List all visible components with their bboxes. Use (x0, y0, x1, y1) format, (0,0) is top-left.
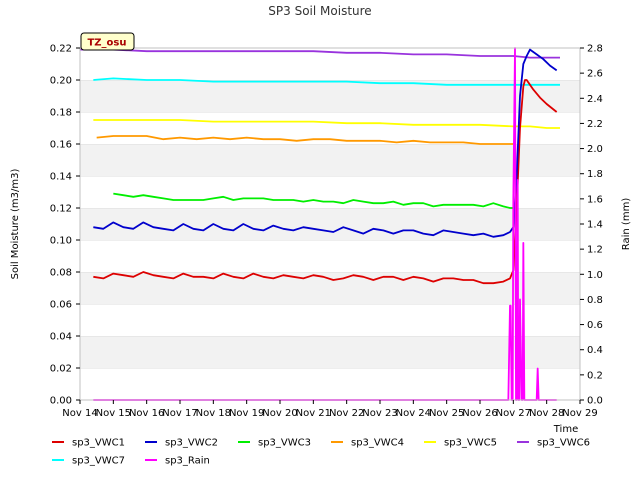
badge-text: TZ_osu (87, 38, 126, 49)
x-tick-label: Nov 27 (496, 408, 531, 419)
y-axis-right: 0.0 0.2 0.4 0.6 0.8 1.0 1.2 1.4 1.6 1.8 2.0 2.2 2.4 2… (580, 44, 603, 407)
y-tick-label: 0.04 (50, 332, 72, 343)
x-tick-label: Nov 18 (196, 408, 231, 419)
x-tick-label: Nov 19 (229, 408, 264, 419)
y-tick-label: 0.18 (50, 108, 72, 119)
legend-label: sp3_VWC1 (72, 438, 125, 449)
y-axis-left: 0.00 0.02 0.04 0.06 0.08 0.10 0.12 0.14 0.16 0.18… (50, 44, 80, 407)
y2-tick-label: 1.4 (587, 220, 603, 231)
y-tick-label: 0.02 (50, 364, 72, 375)
legend: sp3_VWC1 sp3_VWC2 sp3_VWC3 sp3_VWC4 sp3_VWC5… (52, 438, 590, 467)
y2-tick-label: 2.4 (587, 94, 603, 105)
y-tick-label: 0.10 (50, 236, 72, 247)
y2-tick-label: 1.6 (587, 194, 603, 205)
y2-tick-label: 1.0 (587, 270, 603, 281)
y2-tick-label: 0.0 (587, 396, 603, 407)
grid-bands (80, 47, 580, 400)
grid-band (80, 272, 580, 304)
y2-tick-label: 0.2 (587, 370, 603, 381)
station-badge: TZ_osu (80, 32, 135, 51)
series-line-sp3_vwc2 (93, 48, 558, 238)
grid-band (80, 304, 580, 336)
grid-band (80, 336, 580, 368)
grid-band (80, 144, 580, 176)
legend-label: sp3_VWC6 (537, 438, 590, 449)
badge-box (80, 32, 135, 51)
series-line-sp3_vwc6 (80, 48, 560, 59)
grid-band (80, 48, 580, 80)
y-tick-label: 0.08 (50, 268, 72, 279)
x-tick-label: Nov 23 (362, 408, 397, 419)
y-axis-label: Soil Moisture (m3/m3) (10, 169, 21, 280)
legend-label: sp3_VWC4 (351, 438, 404, 449)
y2-tick-label: 1.8 (587, 169, 603, 180)
x-tick-label: Nov 20 (262, 408, 297, 419)
x-tick-label: Nov 16 (129, 408, 164, 419)
y-tick-label: 0.00 (50, 396, 72, 407)
grid-band (80, 240, 580, 272)
y2-tick-label: 2.6 (587, 69, 603, 80)
y-tick-label: 0.14 (50, 172, 72, 183)
x-tick-label: Nov 22 (329, 408, 364, 419)
y2-tick-label: 0.6 (587, 320, 603, 331)
y2-tick-label: 1.2 (587, 245, 603, 256)
x-tick-label: Nov 15 (96, 408, 131, 419)
legend-label: sp3_VWC5 (444, 438, 497, 449)
x-tick-label: Nov 21 (296, 408, 331, 419)
x-axis-label: Time (553, 424, 578, 435)
grid-band (80, 208, 580, 240)
series-line-sp3_vwc3 (113, 192, 515, 209)
series-line-sp3_vwc7 (93, 77, 560, 86)
y2-tick-label: 0.8 (587, 295, 603, 306)
x-tick-label: Nov 17 (162, 408, 197, 419)
x-tick-label: Nov 29 (562, 408, 597, 419)
x-tick-label: Nov 14 (62, 408, 97, 419)
y-tick-label: 0.12 (50, 204, 72, 215)
x-tick-label: Nov 25 (429, 408, 464, 419)
y-tick-label: 0.06 (50, 300, 72, 311)
x-tick-label: Nov 28 (529, 408, 564, 419)
legend-label: sp3_VWC7 (72, 456, 125, 467)
y2-tick-label: 2.2 (587, 119, 603, 130)
legend-label: sp3_Rain (165, 456, 210, 467)
y2-axis-label: Rain (mm) (621, 198, 632, 251)
y2-tick-label: 2.0 (587, 144, 603, 155)
y-tick-label: 0.20 (50, 76, 72, 87)
x-tick-label: Nov 24 (396, 408, 431, 419)
series-line-sp3_vwc4 (96, 135, 516, 145)
grid-band (80, 176, 580, 208)
grid-band (80, 368, 580, 400)
y2-tick-label: 0.4 (587, 345, 603, 356)
x-tick-label: Nov 26 (462, 408, 497, 419)
y2-tick-label: 2.8 (587, 44, 603, 55)
y-tick-label: 0.22 (50, 44, 72, 55)
legend-label: sp3_VWC3 (258, 438, 311, 449)
legend-label: sp3_VWC2 (165, 438, 218, 449)
chart-title: SP3 Soil Moisture (268, 4, 371, 18)
y-tick-label: 0.16 (50, 140, 72, 151)
